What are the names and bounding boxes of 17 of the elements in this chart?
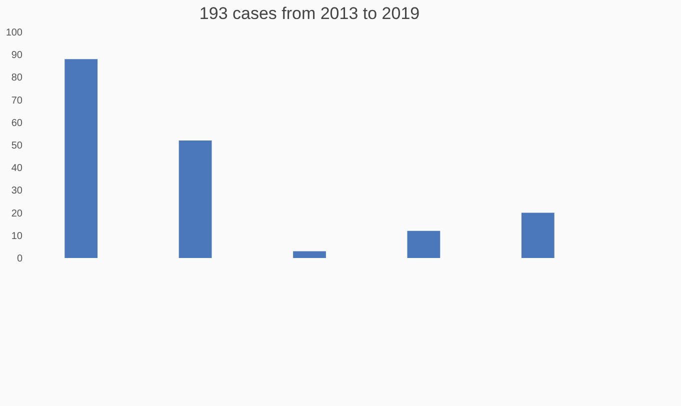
bar bbox=[178, 140, 212, 258]
y-tick-label: 20 bbox=[11, 208, 23, 220]
y-tick-label: 60 bbox=[11, 118, 23, 129]
y-tick-label: 0 bbox=[16, 254, 23, 264]
y-tick-label: 80 bbox=[11, 72, 23, 84]
y-tick-label: 90 bbox=[11, 50, 23, 62]
bar bbox=[293, 251, 326, 258]
y-tick-label: 30 bbox=[11, 186, 23, 197]
y-tick-label: 50 bbox=[11, 140, 23, 152]
y-tick-label: 70 bbox=[11, 95, 23, 106]
y-tick-label: 40 bbox=[11, 163, 23, 174]
y-tick-label: 10 bbox=[11, 230, 23, 242]
bar bbox=[407, 230, 440, 258]
bar bbox=[64, 59, 98, 258]
chart-title: 193 cases from 2013 to 2019 bbox=[199, 4, 420, 23]
bar bbox=[521, 212, 554, 258]
y-tick-label: 100 bbox=[6, 28, 23, 38]
